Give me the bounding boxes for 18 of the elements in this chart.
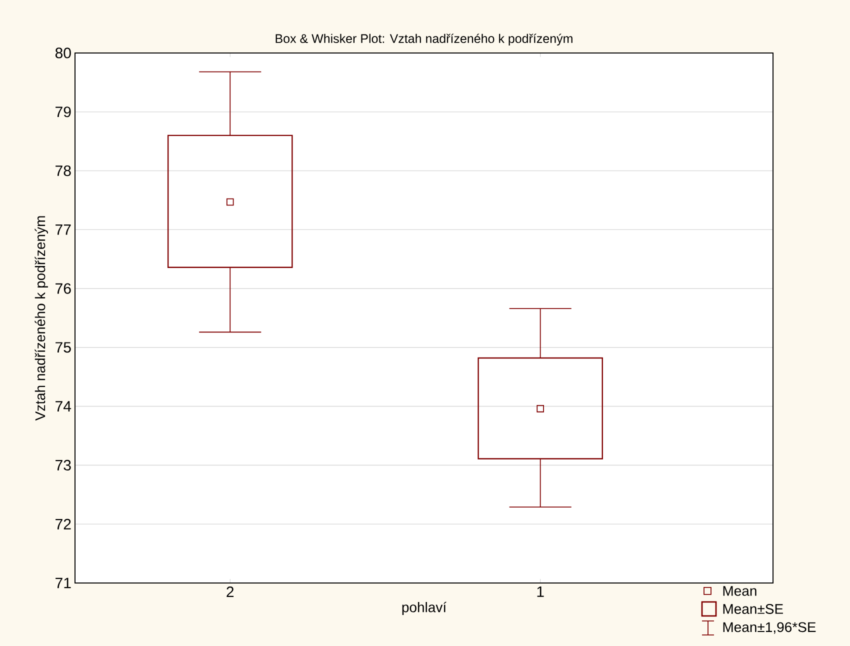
y-tick-label: 76 [56,283,71,294]
text: Mean±SE [723,604,783,614]
y-tick-label: 75 [56,342,71,353]
x-tick-label: 2 [226,586,234,597]
y-tick-label: 72 [56,518,71,530]
y-tick-label: 73 [56,460,71,471]
y-tick-label: 79 [56,106,71,118]
y-axis-title: Vztah nadřízeného k podřízeným [34,216,48,421]
y-tick-label: 71 [56,578,71,588]
y-tick-label: 78 [56,165,71,176]
x-tick-label: 1 [537,586,544,597]
text: Mean [723,586,756,596]
y-tick-label: 74 [56,401,72,412]
y-tick-label: 80 [55,48,71,58]
text: Mean±1,96*SE [723,622,816,634]
x-axis-title: pohlaví [402,602,447,616]
y-tick-label: 77 [56,224,71,235]
chart-title: Box & Whisker Plot: Vztah nadřízeného k podřízeným [276,34,572,46]
